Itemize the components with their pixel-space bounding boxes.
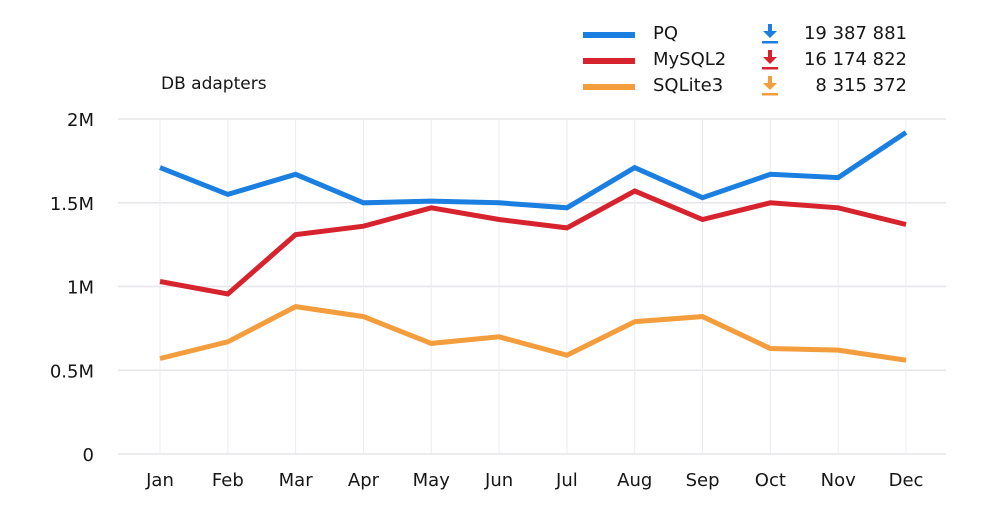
legend-item-sqlite3[interactable]: SQLite3 8 315 372 bbox=[583, 74, 913, 100]
legend-total: 8 315 372 bbox=[815, 75, 907, 96]
x-tick-label: May bbox=[413, 470, 451, 491]
legend-swatch bbox=[583, 58, 635, 64]
y-axis: 0 0.5M 1M 1.5M 2M bbox=[50, 110, 94, 466]
legend-label: PQ bbox=[653, 23, 679, 44]
x-tick-label: Jan bbox=[145, 470, 174, 491]
legend-item-mysql2[interactable]: MySQL2 16 174 822 bbox=[583, 48, 913, 74]
series-line-sqlite3[interactable] bbox=[159, 304, 907, 363]
x-tick-label: Oct bbox=[755, 470, 786, 491]
download-arrow-icon bbox=[762, 76, 778, 96]
series-line-mysql2[interactable] bbox=[159, 188, 907, 297]
grid bbox=[118, 118, 946, 455]
x-tick-label: Nov bbox=[821, 470, 856, 491]
legend-swatch bbox=[583, 84, 635, 90]
legend: PQ 19 387 881 MySQL2 16 174 822 SQLite3 … bbox=[583, 22, 913, 100]
x-tick-label: Aug bbox=[617, 470, 652, 491]
series-lines bbox=[159, 130, 908, 363]
legend-total: 16 174 822 bbox=[803, 49, 907, 70]
legend-swatch bbox=[583, 32, 635, 38]
legend-item-pq[interactable]: PQ 19 387 881 bbox=[583, 22, 913, 48]
x-tick-label: Apr bbox=[348, 470, 380, 491]
x-tick-label: Jun bbox=[484, 470, 513, 491]
y-tick-label: 0.5M bbox=[50, 361, 94, 382]
series-line-pq[interactable] bbox=[159, 130, 908, 211]
y-tick-label: 0 bbox=[83, 445, 94, 466]
legend-label: MySQL2 bbox=[653, 49, 727, 70]
x-axis: Jan Feb Mar Apr May Jun Jul Aug Sep Oct Nov Dec bbox=[145, 470, 923, 491]
y-tick-label: 1.5M bbox=[50, 194, 94, 215]
x-tick-label: Sep bbox=[686, 470, 720, 491]
x-tick-label: Jul bbox=[555, 470, 578, 491]
x-tick-label: Dec bbox=[889, 470, 924, 491]
download-arrow-icon bbox=[762, 24, 778, 44]
x-tick-label: Feb bbox=[212, 470, 244, 491]
x-tick-label: Mar bbox=[279, 470, 314, 491]
y-tick-label: 2M bbox=[67, 110, 94, 131]
legend-total: 19 387 881 bbox=[803, 23, 907, 44]
chart-title: DB adapters bbox=[161, 74, 267, 94]
legend-label: SQLite3 bbox=[653, 75, 724, 96]
download-arrow-icon bbox=[762, 50, 778, 70]
y-tick-label: 1M bbox=[67, 278, 94, 299]
